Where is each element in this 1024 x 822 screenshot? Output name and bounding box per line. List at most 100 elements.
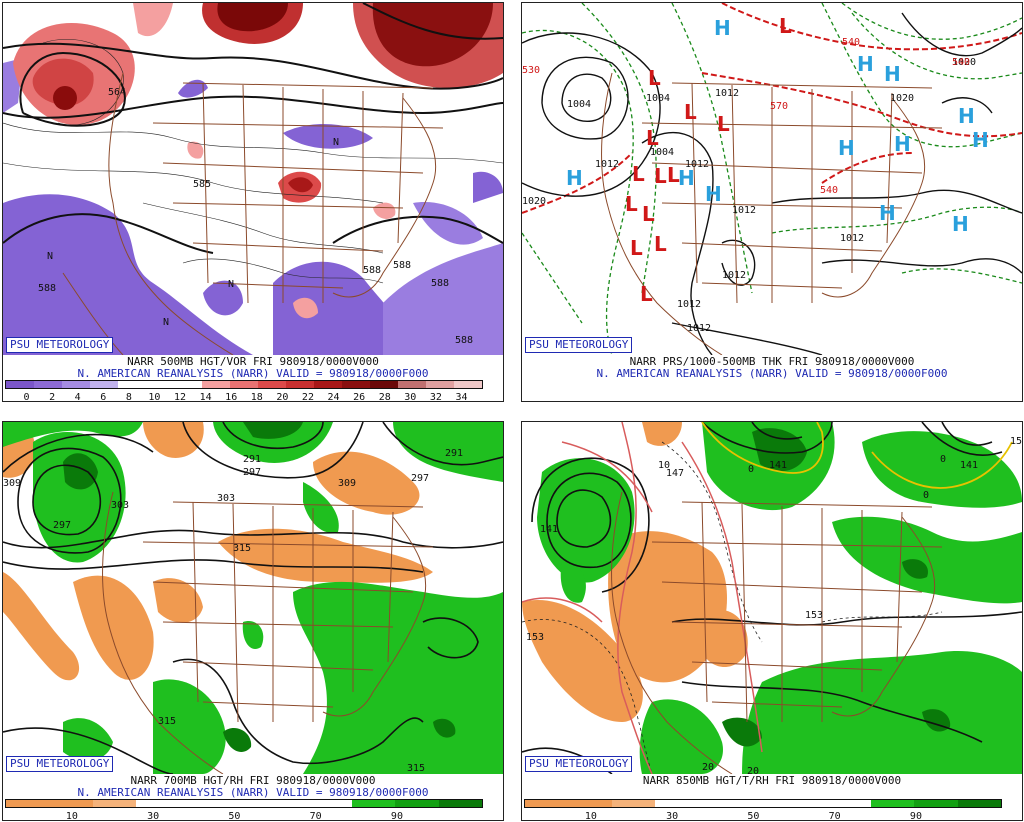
colorbar-swatch bbox=[49, 800, 93, 807]
contour-label: 588 bbox=[393, 260, 411, 271]
low-pressure-marker: L bbox=[625, 192, 638, 216]
colorbar-swatch bbox=[286, 381, 314, 388]
colorbar-swatch bbox=[92, 800, 136, 807]
thickness-label: 570 bbox=[770, 101, 788, 112]
psu-meteorology-badge: PSU METEOROLOGY bbox=[525, 756, 633, 772]
height-label: 141 bbox=[960, 460, 978, 471]
colorbar-swatch bbox=[871, 800, 915, 807]
colorbar-tick: 8 bbox=[125, 392, 132, 403]
contour-label: 588 bbox=[431, 278, 449, 289]
colorbar-swatch bbox=[784, 800, 828, 807]
colorbar-tick: 50 bbox=[228, 811, 241, 822]
contour-label: 588 bbox=[455, 335, 473, 346]
high-pressure-marker: H bbox=[879, 201, 896, 225]
vort-min-label: N bbox=[47, 251, 53, 262]
colorbar-swatch bbox=[6, 381, 34, 388]
isobar-label: 1012 bbox=[722, 270, 746, 281]
colorbar-tick: 30 bbox=[666, 811, 679, 822]
colorbar-tick: 6 bbox=[100, 392, 107, 403]
high-pressure-marker: H bbox=[838, 136, 855, 160]
colorbar-tick: 90 bbox=[390, 811, 403, 822]
colorbar-tick: 30 bbox=[147, 811, 160, 822]
colorbar-tick: 32 bbox=[429, 392, 442, 403]
high-pressure-marker: H bbox=[884, 62, 901, 86]
colorbar-swatch bbox=[258, 381, 286, 388]
high-pressure-marker: H bbox=[566, 166, 583, 190]
high-pressure-marker: H bbox=[972, 128, 989, 152]
isobar-label: 1012 bbox=[685, 159, 709, 170]
panel-subtitle: N. AMERICAN REANALYSIS (NARR) VALID = 98… bbox=[77, 367, 429, 380]
colorbar-tick: 24 bbox=[327, 392, 340, 403]
rh-colorbar bbox=[5, 799, 483, 808]
colorbar-swatch bbox=[62, 381, 90, 388]
colorbar-swatch bbox=[698, 800, 742, 807]
isobar-label: 1012 bbox=[840, 233, 864, 244]
panel-mslp: 1004 1004 1012 1012 1012 1012 1012 1012 … bbox=[521, 2, 1023, 402]
isobar-label: 1004 bbox=[646, 93, 670, 104]
vort-min-label: N bbox=[333, 137, 339, 148]
map-500mb: 588 588 588 588 564 585 588 N N N N bbox=[3, 3, 503, 355]
colorbar-tick: 28 bbox=[378, 392, 391, 403]
colorbar-tick: 70 bbox=[309, 811, 322, 822]
colorbar-swatch bbox=[525, 800, 569, 807]
panel-title: NARR 850MB HGT/T/RH FRI 980918/0000V000 bbox=[642, 774, 902, 787]
height-label: 153 bbox=[805, 610, 823, 621]
isobar-label: 1012 bbox=[715, 88, 739, 99]
colorbar-tick: 10 bbox=[148, 392, 161, 403]
colorbar-swatch bbox=[395, 800, 439, 807]
colorbar-swatch bbox=[352, 800, 396, 807]
colorbar-swatch bbox=[370, 381, 398, 388]
colorbar-tick: 14 bbox=[199, 392, 212, 403]
temp-label: 20 bbox=[747, 766, 759, 774]
height-label: 291 bbox=[445, 448, 463, 459]
colorbar-tick: 18 bbox=[250, 392, 263, 403]
colorbar-tick: 10 bbox=[65, 811, 78, 822]
isobar-label: 1020 bbox=[522, 196, 546, 207]
colorbar-tick: 10 bbox=[584, 811, 597, 822]
high-pressure-marker: H bbox=[952, 212, 969, 236]
colorbar-swatch bbox=[179, 800, 223, 807]
colorbar-tick: 0 bbox=[23, 392, 30, 403]
temp-label: 0 bbox=[748, 464, 754, 475]
colorbar-swatch bbox=[135, 800, 180, 807]
colorbar-swatch bbox=[398, 381, 426, 388]
height-label: 141 bbox=[540, 524, 558, 535]
height-label: 153 bbox=[526, 632, 544, 643]
height-label: 309 bbox=[3, 478, 21, 489]
height-label: 303 bbox=[111, 500, 129, 511]
low-pressure-marker: L bbox=[642, 202, 655, 226]
colorbar-tick: 2 bbox=[49, 392, 56, 403]
high-pressure-marker: H bbox=[958, 104, 975, 128]
colorbar-ticks: 0 2 4 6 8 10 12 14 16 18 20 22 24 26 28 30 32 34 bbox=[5, 392, 483, 403]
isobar-label: 1004 bbox=[567, 99, 591, 110]
colorbar-swatch bbox=[741, 800, 785, 807]
colorbar-tick: 50 bbox=[747, 811, 760, 822]
panel-850mb: 141 141 141 147 153 153 10 20 20 0 0 0 1… bbox=[521, 421, 1023, 822]
colorbar-tick: 26 bbox=[353, 392, 366, 403]
low-pressure-marker: L bbox=[654, 232, 667, 256]
low-pressure-marker: L bbox=[654, 164, 667, 188]
panel-700mb: 309 297 303 291 297 303 309 315 315 315 … bbox=[2, 421, 504, 822]
low-pressure-marker: L bbox=[779, 14, 792, 38]
height-label: 291 bbox=[243, 454, 261, 465]
contour-label: 585 bbox=[193, 179, 211, 190]
psu-meteorology-badge: PSU METEOROLOGY bbox=[6, 756, 114, 772]
temp-label: 10 bbox=[658, 460, 670, 471]
colorbar-swatch bbox=[265, 800, 309, 807]
panel-title: NARR 700MB HGT/RH FRI 980918/0000V000 bbox=[130, 774, 376, 787]
colorbar-ticks: 10 30 50 70 90 bbox=[5, 811, 483, 822]
temp-label: 20 bbox=[702, 762, 714, 773]
panel-title: NARR PRS/1000-500MB THK FRI 980918/0000V… bbox=[629, 355, 915, 368]
contour-label: 564 bbox=[108, 87, 126, 98]
vort-min-label: N bbox=[228, 279, 234, 290]
colorbar-tick: 70 bbox=[828, 811, 841, 822]
low-pressure-marker: L bbox=[630, 236, 643, 260]
low-pressure-marker: L bbox=[632, 162, 645, 186]
panel-title: NARR 500MB HGT/VOR FRI 980918/0000V000 bbox=[127, 355, 379, 368]
colorbar-tick: 30 bbox=[404, 392, 417, 403]
low-pressure-marker: L bbox=[667, 163, 680, 187]
colorbar-ticks: 10 30 50 70 90 bbox=[524, 811, 1002, 822]
colorbar-tick: 20 bbox=[276, 392, 289, 403]
panel-subtitle: N. AMERICAN REANALYSIS (NARR) VALID = 98… bbox=[77, 786, 429, 799]
psu-meteorology-badge: PSU METEOROLOGY bbox=[6, 337, 114, 353]
